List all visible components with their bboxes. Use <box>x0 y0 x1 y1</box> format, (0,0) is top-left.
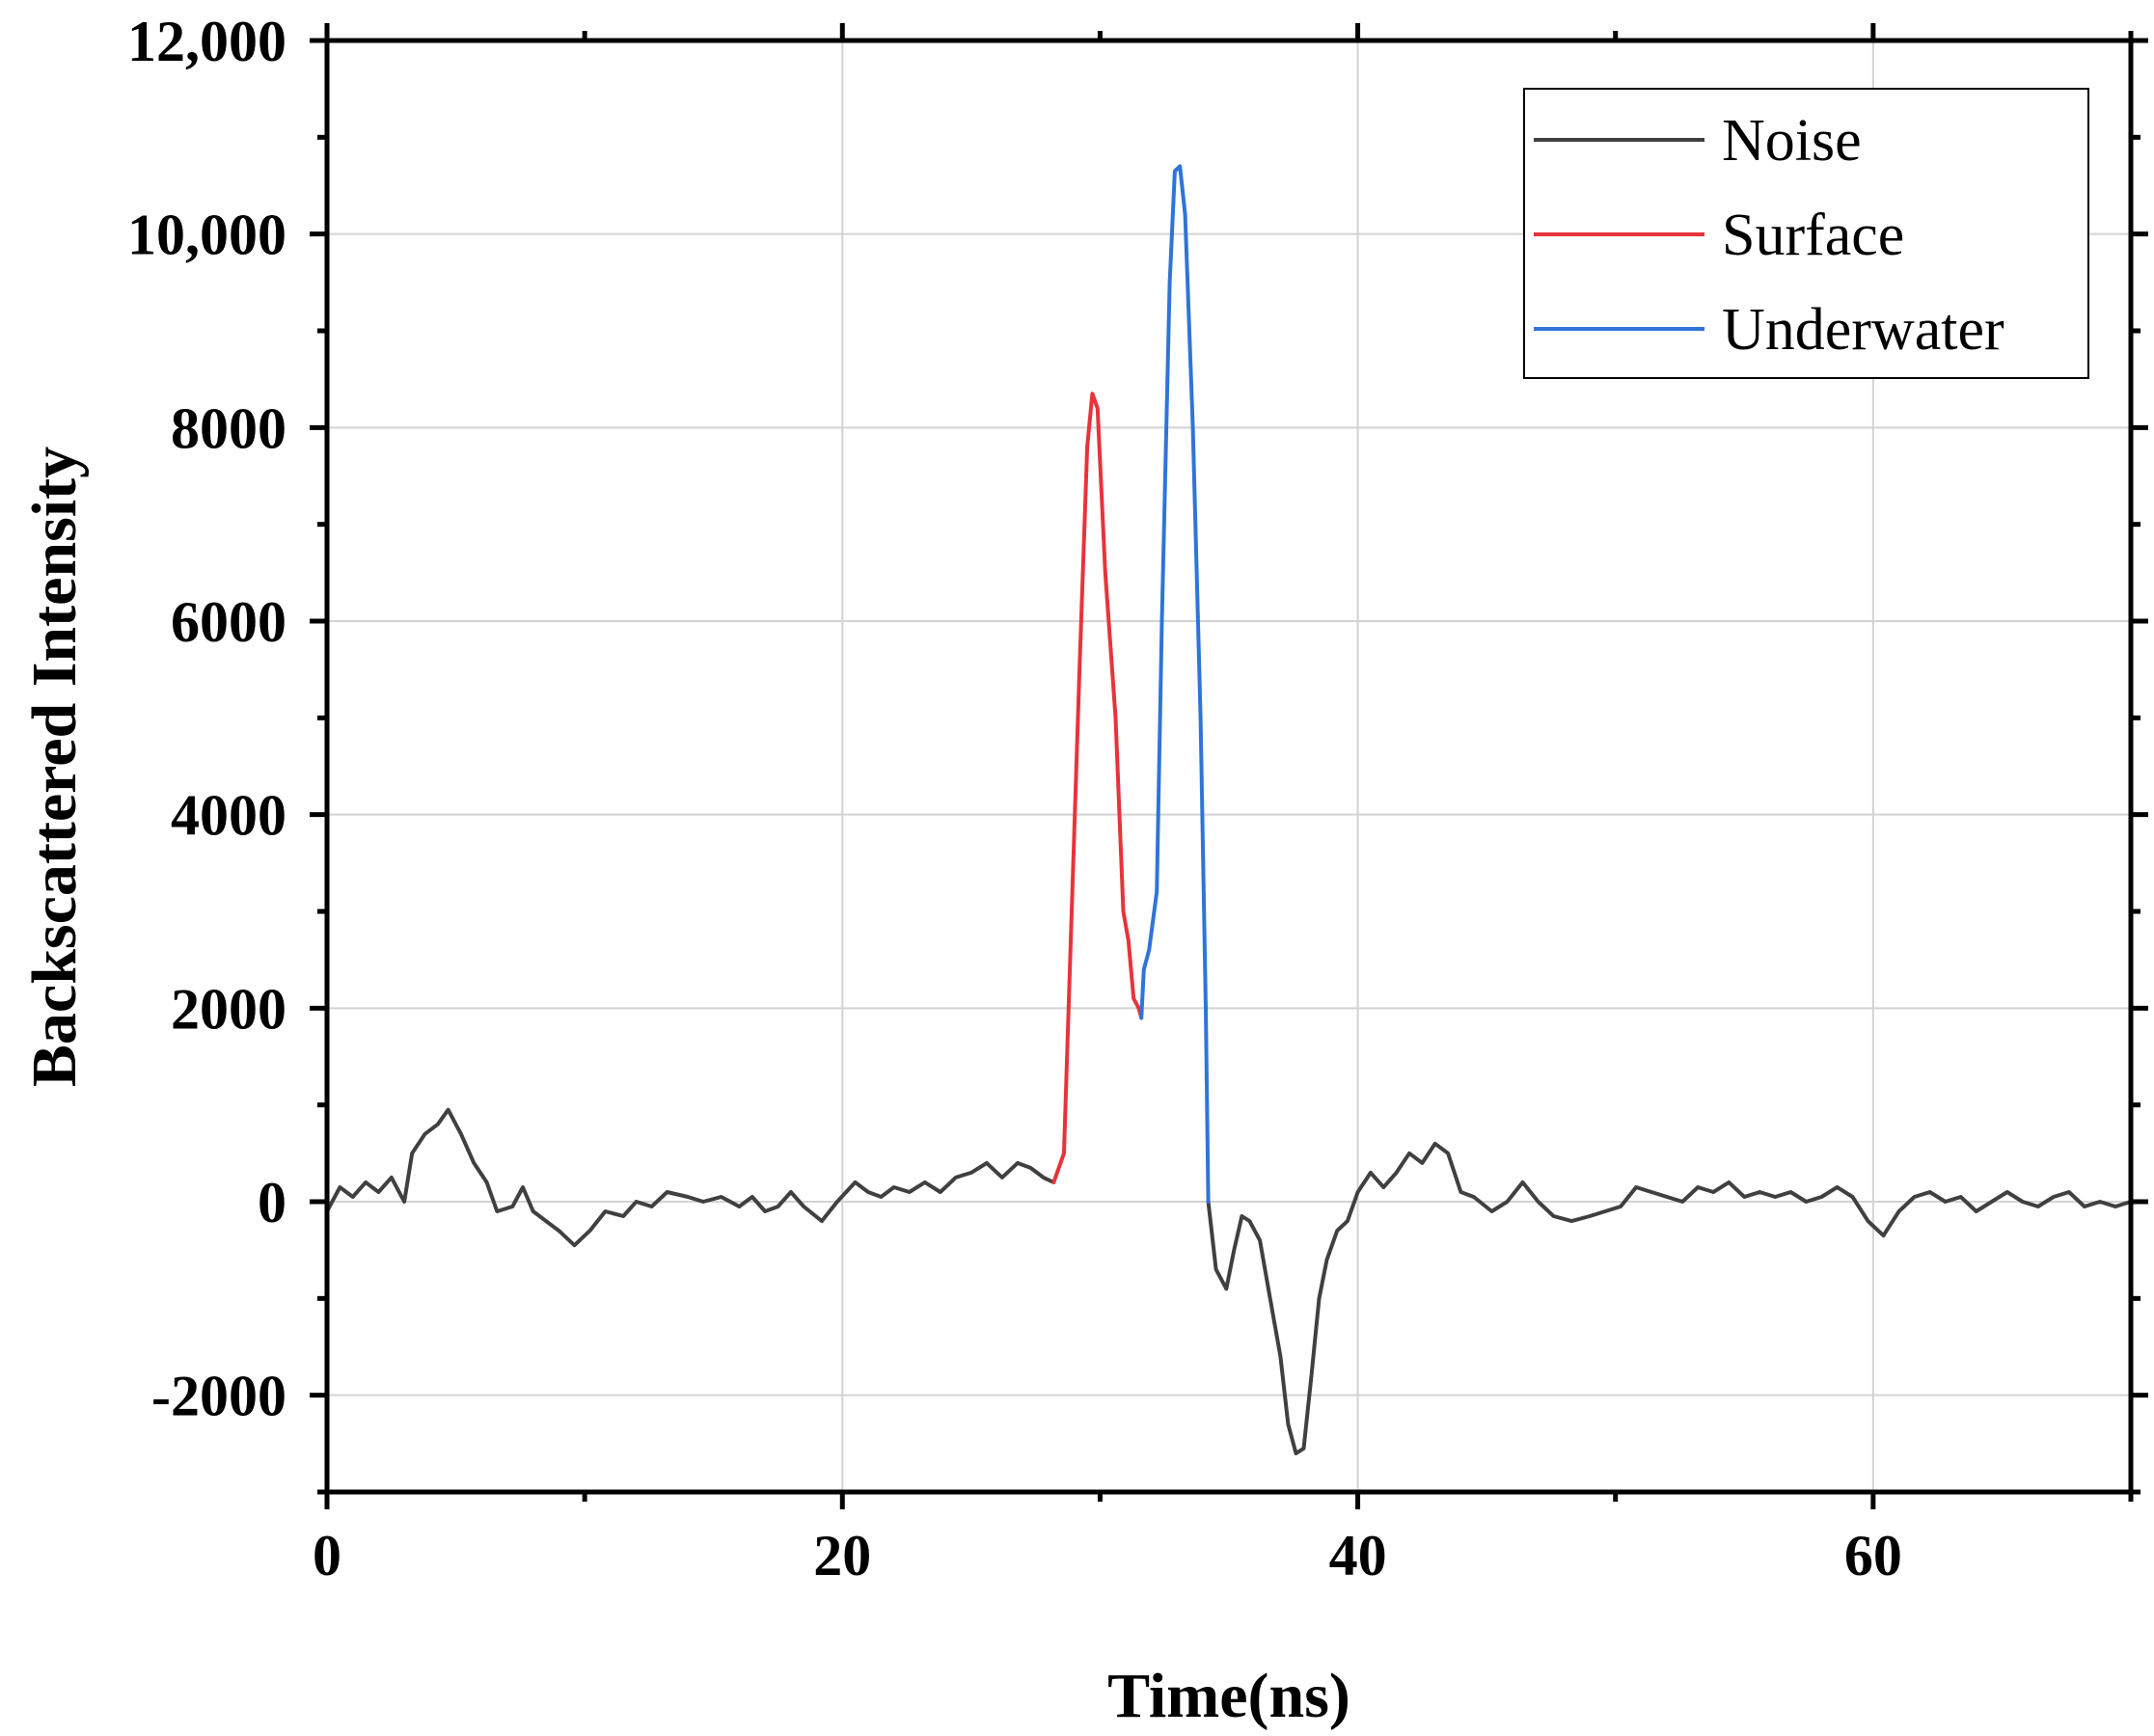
y-tick-label: 8000 <box>171 396 286 460</box>
y-tick-label: 12,000 <box>127 10 286 73</box>
y-tick-label: 0 <box>258 1171 286 1234</box>
axis-ticks <box>310 23 2148 1509</box>
legend-label-underwater: Underwater <box>1722 297 2004 363</box>
plot-frame <box>324 38 2134 1495</box>
x-tick-label: 0 <box>313 1524 341 1587</box>
legend-label-noise: Noise <box>1722 108 1862 174</box>
y-tick-label: -2000 <box>151 1365 286 1428</box>
tick-labels: 0 20 40 60 -2000 0 2000 4000 6000 8000 10,000 12,00… <box>127 10 1902 1587</box>
legend: Noise Surface Underwater <box>1523 88 2089 379</box>
x-tick-label: 40 <box>1329 1524 1387 1587</box>
x-axis-title: Time(ns) <box>1107 1661 1350 1731</box>
series-line-underwater <box>1139 164 1211 1204</box>
y-tick-label: 6000 <box>171 590 286 654</box>
x-tick-label: 60 <box>1844 1524 1902 1587</box>
x-tick-label: 20 <box>813 1524 871 1587</box>
legend-label-surface: Surface <box>1722 203 1904 268</box>
y-tick-label: 2000 <box>171 977 286 1041</box>
y-tick-label: 4000 <box>171 784 286 848</box>
y-tick-label: 10,000 <box>127 203 286 267</box>
series-line-noise <box>325 1107 1056 1248</box>
series-line-surface <box>1051 392 1144 1184</box>
series-line-noise <box>1206 1141 2133 1455</box>
plot-series <box>325 164 2133 1455</box>
y-axis-title: Backscattered Intensity <box>19 447 90 1087</box>
